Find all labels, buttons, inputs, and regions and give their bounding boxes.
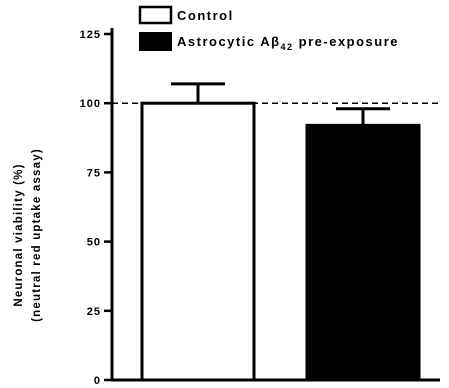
y-tick-label-50: 50: [87, 237, 101, 249]
bar-control: [140, 101, 256, 382]
y-tick-label-25: 25: [87, 306, 101, 318]
bar-astrocytic: [305, 123, 421, 382]
legend: Control Astrocytic Aβ42 pre-exposure: [138, 5, 399, 52]
y-tick-label-100: 100: [80, 98, 101, 110]
legend-swatch-control: [138, 5, 173, 25]
legend-label-astrocytic: Astrocytic Aβ42 pre-exposure: [177, 34, 399, 52]
y-axis-label-line2: (neutral red uptake assay): [31, 148, 43, 322]
y-axis-label-line1: Neuronal viability (%): [13, 163, 25, 306]
legend-label-control: Control: [177, 8, 234, 23]
y-tick-label-0: 0: [94, 375, 101, 387]
y-tick-label-125: 125: [80, 29, 101, 41]
y-tick-label-75: 75: [87, 167, 101, 179]
legend-label-astrocytic-sub: 42: [281, 42, 294, 52]
legend-label-astrocytic-main: Astrocytic Aβ: [177, 34, 281, 49]
legend-label-astrocytic-tail: pre-exposure: [294, 34, 399, 49]
legend-swatch-astrocytic: [139, 32, 172, 51]
